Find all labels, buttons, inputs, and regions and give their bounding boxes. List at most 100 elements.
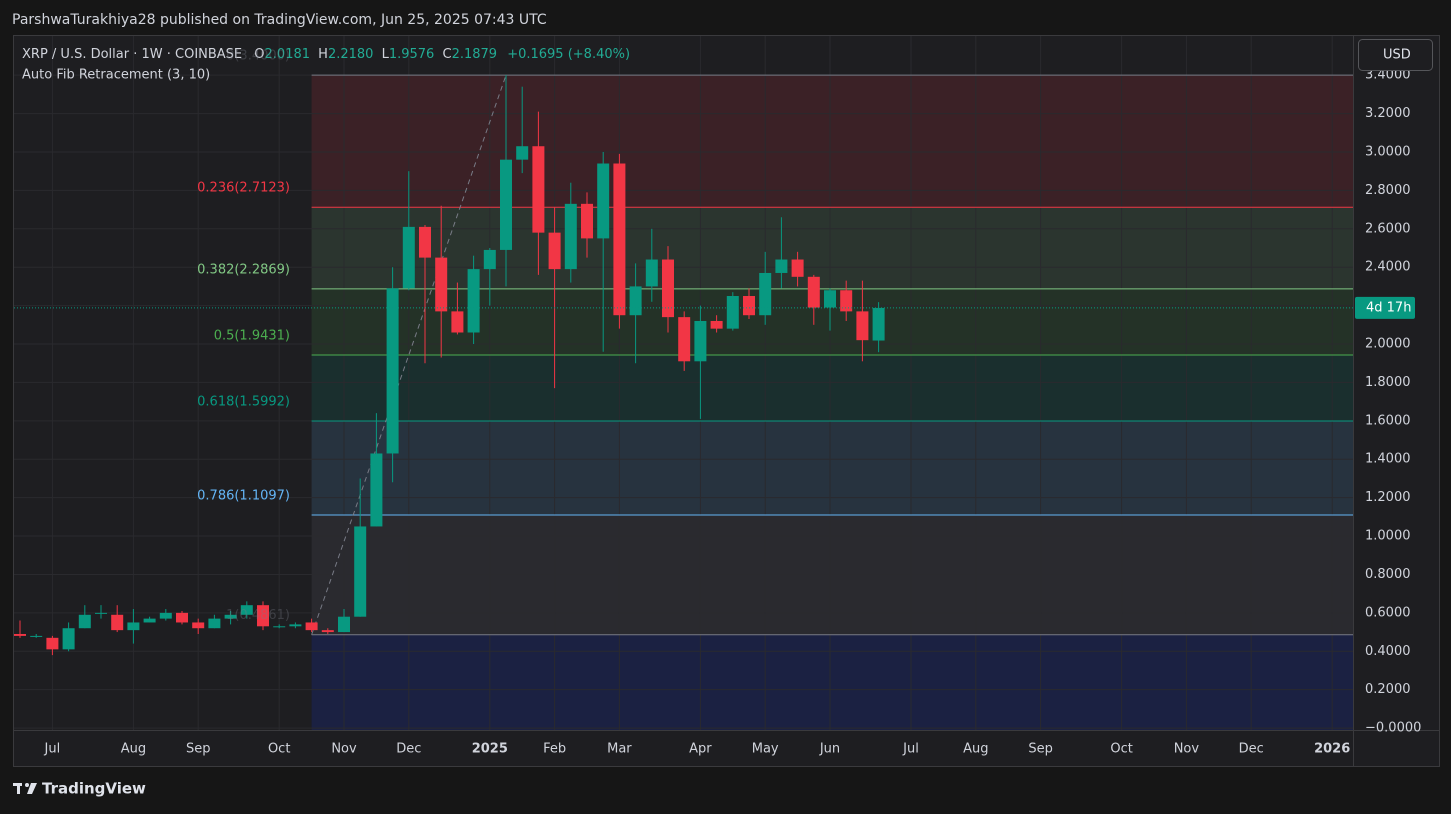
candle-body — [176, 612, 188, 623]
candle-body — [710, 320, 723, 329]
y-tick-label: 1.8000 — [1365, 375, 1411, 390]
candle-body — [127, 622, 140, 631]
candle-body — [840, 290, 853, 312]
x-tick-label: Feb — [543, 742, 566, 757]
ohlc-value: 1.9576 — [389, 47, 435, 62]
candle-body — [856, 311, 869, 341]
x-tick-label: Jul — [902, 742, 919, 757]
y-tick-label: 0.2000 — [1365, 682, 1411, 697]
y-tick-label: 2.0000 — [1365, 337, 1411, 352]
y-tick-label: 3.4000 — [1365, 68, 1411, 83]
candle-body — [435, 257, 448, 312]
legend: XRP / U.S. Dollar · 1W · COINBASE O2.018… — [22, 47, 630, 62]
candle-body — [597, 163, 610, 239]
fib-zone — [311, 207, 1353, 289]
x-tick-label: Aug — [121, 742, 146, 757]
candle-body — [872, 307, 885, 341]
x-tick-label: Dec — [396, 742, 421, 757]
fib-level-label: 0.618(1.5992) — [197, 394, 290, 409]
x-tick-label: 2025 — [472, 742, 508, 757]
x-tick-label: 2026 — [1314, 742, 1350, 757]
indicator-name: Auto Fib Retracement (3, 10) — [22, 68, 210, 83]
candle-body — [30, 635, 43, 637]
candle-body — [500, 159, 512, 250]
candle-body — [386, 288, 399, 454]
candle-body — [564, 203, 577, 270]
candle-body — [159, 612, 172, 619]
candle-body — [321, 630, 334, 633]
x-tick-label: Aug — [963, 742, 988, 757]
currency-button[interactable] — [1358, 39, 1433, 71]
currency-label[interactable]: USD — [1383, 48, 1411, 63]
x-tick-label: Apr — [689, 742, 712, 757]
fib-level-label: 0(3.4000) — [226, 49, 290, 64]
candle-body — [273, 626, 286, 628]
candle-body — [111, 614, 124, 631]
candle-body — [629, 286, 642, 316]
candle-body — [224, 614, 237, 619]
candle-body — [305, 622, 318, 631]
y-tick-label: 2.4000 — [1365, 260, 1411, 275]
candle-body — [95, 612, 107, 614]
ohlc-key: O — [254, 47, 264, 62]
x-tick-label: Jul — [44, 742, 61, 757]
y-tick-label: 0.6000 — [1365, 605, 1411, 620]
fib-level-label: 0.5(1.9431) — [214, 328, 290, 343]
candle-body — [192, 622, 205, 629]
countdown-label: 4d 17h — [1366, 300, 1411, 315]
x-tick-label: Dec — [1239, 742, 1264, 757]
byline: ParshwaTurakhiya28 published on TradingV… — [12, 12, 547, 28]
candle-body — [645, 259, 658, 287]
fib-level-label: 0.236(2.7123) — [197, 181, 290, 196]
candle-body — [467, 269, 480, 333]
candle-body — [726, 296, 739, 329]
x-tick-label: Oct — [268, 742, 290, 757]
fib-zone — [311, 354, 1353, 421]
y-tick-label: 0.8000 — [1365, 567, 1411, 582]
x-tick-label: Nov — [1174, 742, 1200, 757]
fib-level-label: 0.382(2.2869) — [197, 262, 290, 277]
candle-body — [143, 618, 156, 623]
x-tick-label: Nov — [331, 742, 357, 757]
x-tick-label: May — [752, 742, 779, 757]
y-tick-label: 1.6000 — [1365, 413, 1411, 428]
x-tick-label: Sep — [1028, 742, 1053, 757]
countdown-badge — [1355, 296, 1415, 319]
y-tick-label: 3.0000 — [1365, 144, 1411, 159]
candle-body — [775, 259, 788, 273]
candle-body — [289, 624, 302, 627]
candle-body — [662, 259, 674, 318]
x-tick-label: Mar — [607, 742, 632, 757]
candle-body — [581, 203, 593, 239]
candle-body — [807, 276, 820, 308]
y-tick-label: 1.2000 — [1365, 490, 1411, 505]
footer-brand: TradingView — [42, 780, 146, 798]
ohlc-key: L — [382, 47, 390, 62]
candle-body — [613, 163, 626, 316]
candle-body — [78, 614, 91, 629]
candle-body — [483, 249, 496, 270]
ohlc-key: C — [442, 47, 451, 62]
candle-body — [62, 628, 75, 650]
symbol: XRP / U.S. Dollar · 1W · COINBASE — [22, 47, 242, 62]
x-tick-label: Oct — [1110, 742, 1132, 757]
candle-body — [419, 226, 431, 258]
x-tick-label: Sep — [186, 742, 211, 757]
y-tick-label: 2.8000 — [1365, 183, 1411, 198]
tradingview-logo — [13, 783, 37, 794]
y-tick-label: 1.0000 — [1365, 529, 1411, 544]
candle-body — [824, 290, 836, 308]
ohlc-value: 2.0181 — [265, 47, 311, 62]
candle-body — [240, 605, 253, 615]
candle-body — [791, 259, 804, 277]
candle-body — [354, 526, 367, 617]
axes: 3.40003.20003.00002.80002.60002.40002.20… — [44, 68, 1422, 757]
candle-body — [451, 311, 464, 333]
ohlc-value: 2.1879 — [452, 47, 498, 62]
fib-extension-zone — [311, 634, 1353, 730]
y-tick-label: 3.2000 — [1365, 106, 1411, 121]
ohlc-key: H — [318, 47, 328, 62]
x-tick-label: Jun — [819, 742, 840, 757]
